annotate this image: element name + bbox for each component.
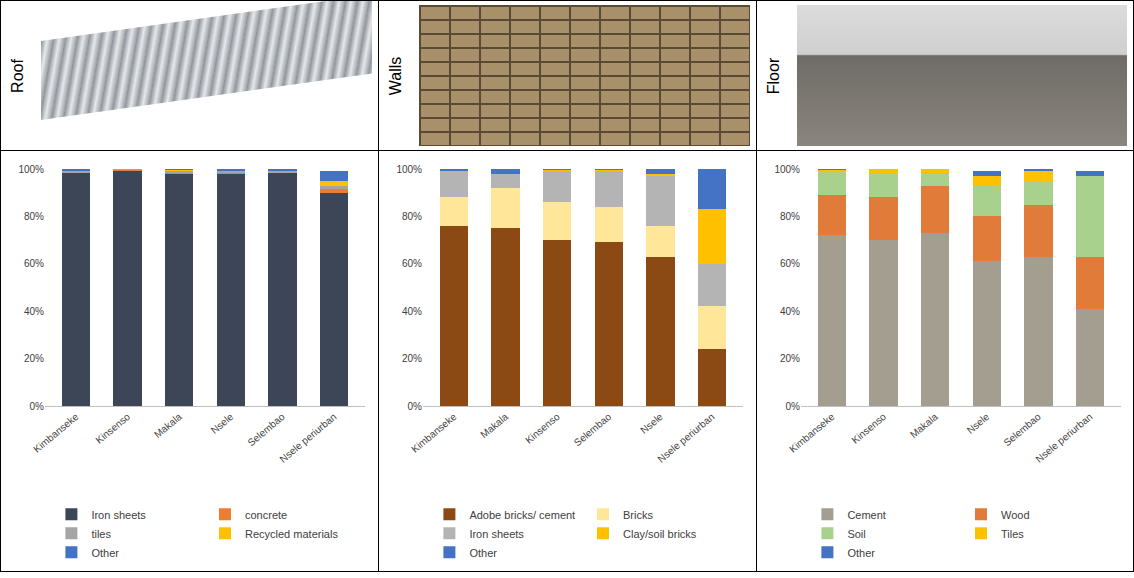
svg-text:Kimbanseke: Kimbanseke [787,411,837,455]
svg-text:Kinsenso: Kinsenso [523,411,562,446]
svg-text:100%: 100% [396,164,422,175]
svg-text:Kimbanseke: Kimbanseke [409,411,459,455]
svg-text:Makala: Makala [152,411,184,440]
svg-text:concrete: concrete [245,509,287,521]
svg-text:Wood: Wood [1001,509,1030,521]
svg-text:80%: 80% [402,211,422,222]
html-text:Floor: Floor [765,57,782,95]
svg-text:20%: 20% [402,353,422,364]
svg-text:Other: Other [469,547,497,559]
html-text:Roof: Roof [9,59,26,93]
svg-text:Iron sheets: Iron sheets [91,509,146,521]
svg-text:Bricks: Bricks [623,509,653,521]
svg-text:60%: 60% [780,258,800,269]
svg-text:Nsele: Nsele [209,411,236,436]
svg-text:0%: 0% [408,401,423,412]
svg-text:Nsele periurban: Nsele periurban [277,411,338,465]
svg-text:Iron sheets: Iron sheets [469,528,524,540]
svg-text:80%: 80% [24,211,44,222]
svg-text:20%: 20% [780,353,800,364]
svg-text:Recycled materials: Recycled materials [245,528,338,540]
svg-text:Selembao: Selembao [245,411,287,449]
svg-text:Kimbanseke: Kimbanseke [31,411,81,455]
svg-text:100%: 100% [18,164,44,175]
svg-text:Nsele periurban: Nsele periurban [655,411,716,465]
svg-text:0%: 0% [786,401,801,412]
svg-text:Nsele: Nsele [638,411,665,436]
svg-text:Nsele periurban: Nsele periurban [1033,411,1094,465]
svg-text:60%: 60% [24,258,44,269]
svg-text:Kinsenso: Kinsenso [849,411,888,446]
svg-text:tiles: tiles [91,528,111,540]
svg-text:Makala: Makala [908,411,940,440]
svg-text:40%: 40% [402,306,422,317]
svg-text:Tiles: Tiles [1001,528,1024,540]
svg-text:Adobe bricks/ cement: Adobe bricks/ cement [469,509,575,521]
svg-text:Selembao: Selembao [572,411,614,449]
svg-text:Other: Other [91,547,119,559]
svg-text:Soil: Soil [847,528,865,540]
svg-text:Cement: Cement [847,509,886,521]
svg-text:0%: 0% [30,401,45,412]
svg-text:Makala: Makala [478,411,510,440]
svg-text:40%: 40% [780,306,800,317]
svg-text:Clay/soil bricks: Clay/soil bricks [623,528,697,540]
svg-text:40%: 40% [24,306,44,317]
svg-text:Kinsenso: Kinsenso [93,411,132,446]
svg-text:Selembao: Selembao [1001,411,1043,449]
svg-text:20%: 20% [24,353,44,364]
svg-text:80%: 80% [780,211,800,222]
svg-text:100%: 100% [774,164,800,175]
svg-text:Nsele: Nsele [965,411,992,436]
svg-text:Other: Other [847,547,875,559]
html-text:Walls: Walls [387,56,404,96]
svg-text:60%: 60% [402,258,422,269]
